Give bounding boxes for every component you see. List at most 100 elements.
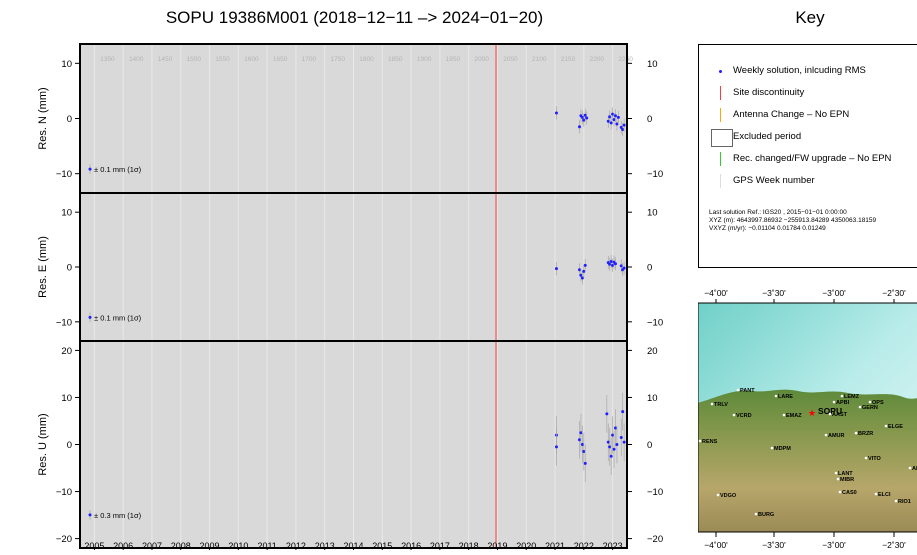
weekly-solution-point [608, 445, 612, 449]
weekly-solution-point [615, 122, 619, 126]
y-tick-label-right: 20 [647, 346, 658, 357]
panel-0: 1350 1400 1450 1500 1550 1600 1650 1700 1750 1800… [37, 43, 663, 194]
weekly-solution-point [606, 119, 610, 123]
y-tick-label-right: 10 [647, 393, 658, 404]
x-tick-label: 2017 [430, 541, 450, 550]
weekly-solution-point [605, 412, 609, 416]
x-tick-label: 2008 [171, 541, 191, 550]
x-tick-label: 2015 [372, 541, 392, 550]
weekly-solution-point [608, 115, 612, 119]
y-tick-label-right: 0 [647, 114, 652, 125]
x-tick-label: 2007 [142, 541, 162, 550]
x-tick-label: 2016 [401, 541, 421, 550]
station-label: OPS [872, 400, 884, 406]
weekly-solution-point [579, 273, 583, 277]
gps-week-label: 1500 [187, 56, 202, 63]
x-tick-label: 2010 [228, 541, 248, 550]
station-marker [908, 466, 912, 470]
weekly-solution-point [579, 431, 583, 435]
map-lon-label-bottom: −3˚00' [822, 540, 846, 550]
station-marker [868, 400, 872, 404]
x-tick-label: 2011 [257, 541, 276, 550]
gps-week-label: 1900 [417, 56, 432, 63]
weekly-solution-point [580, 115, 584, 119]
station-marker [836, 477, 840, 481]
map-svg: −4˚00' −3˚30' −3˚00' −2˚30' PANT LARE LEMZAPB… [697, 288, 917, 550]
station-marker [716, 493, 720, 497]
gps-week-label: 1750 [330, 56, 345, 63]
solution-info-line: XYZ (m): 4643997.86932 −255913.84289 435… [709, 217, 877, 224]
gps-week-label: 1950 [446, 56, 461, 63]
station-marker [894, 499, 898, 503]
station-marker [838, 490, 842, 494]
station-label: TRLV [714, 402, 728, 408]
station-marker [736, 388, 740, 392]
key-label: Rec. changed/FW upgrade – No EPN [733, 153, 892, 164]
y-tick-label-right: −10 [647, 487, 663, 498]
key-symbol-vertical-line [720, 86, 721, 100]
map-lon-label-top: −3˚30' [762, 288, 786, 298]
weekly-solution-point [621, 128, 625, 132]
station-marker [832, 400, 836, 404]
y-axis-label: Res. E (mm) [37, 236, 49, 298]
weekly-solution-point [582, 269, 586, 273]
y-tick-label-left: 10 [61, 208, 72, 219]
y-tick-label-right: 0 [647, 440, 652, 451]
weekly-solution-point [580, 276, 584, 280]
key-symbol-vertical-line [720, 108, 721, 122]
key-label: Weekly solution, inlcuding RMS [733, 65, 866, 76]
solution-info-line: VXYZ (m/yr): −0.01104 0.01784 0.01249 [709, 225, 826, 232]
x-tick-label: 2018 [459, 541, 479, 550]
weekly-solution-point [554, 111, 558, 115]
y-tick-label-left: −20 [56, 534, 72, 545]
station-marker [884, 424, 888, 428]
station-label: LARE [778, 394, 793, 400]
station-marker [732, 413, 736, 417]
weekly-solution-point [609, 260, 613, 264]
y-tick-label-left: 0 [67, 263, 72, 274]
weekly-solution-point [577, 268, 581, 272]
weekly-solution-point [612, 118, 616, 122]
station-marker [874, 492, 878, 496]
x-tick-label: 2022 [574, 541, 594, 550]
y-tick-label-left: −10 [56, 317, 72, 328]
station-label: GERN [862, 405, 878, 411]
gps-week-label: 2100 [532, 56, 547, 63]
y-tick-label-right: −10 [647, 317, 663, 328]
y-tick-label-left: 10 [61, 393, 72, 404]
station-label: ELGE [888, 424, 903, 430]
y-tick-label-right: 0 [647, 263, 652, 274]
station-label: AMUR [828, 433, 845, 439]
weekly-solution-point [585, 116, 589, 120]
chart-title: SOPU 19386M001 (2018−12−11 –> 2024−01−20… [165, 8, 544, 27]
weekly-solution-point [583, 113, 587, 117]
station-label: VITO [868, 456, 881, 462]
station-label: AAST [832, 412, 848, 418]
rms-label: ± 0.1 mm (1σ) [94, 313, 142, 322]
gps-week-label: 1550 [215, 56, 230, 63]
y-tick-label-left: 0 [67, 440, 72, 451]
station-label: CAS0 [842, 490, 857, 496]
key-symbol-vertical-line [720, 152, 721, 166]
station-marker [710, 402, 714, 406]
weekly-solution-point [613, 262, 617, 266]
station-label: ELCI [878, 492, 891, 498]
station-label: MDPM [774, 446, 791, 452]
station-label: BURG [758, 512, 774, 518]
gps-week-label: 1400 [129, 56, 144, 63]
x-tick-label: 2020 [516, 541, 536, 550]
gps-week-label: 1600 [244, 56, 259, 63]
weekly-solution-point [577, 438, 581, 442]
x-tick-label: 2009 [200, 541, 220, 550]
panel-1: ± 0.1 mm (1σ) −10 −10 0 0 10 10 Res. E (mm) [37, 192, 663, 342]
weekly-solution-point [611, 263, 615, 267]
key-label: Excluded period [733, 131, 802, 142]
gps-week-label: 1350 [100, 56, 115, 63]
weekly-solution-point [583, 263, 587, 267]
gps-week-label: 1650 [273, 56, 288, 63]
key-symbol-box [711, 129, 733, 147]
station-label: BRZR [858, 431, 873, 437]
x-tick-label: 2006 [113, 541, 133, 550]
rms-sample-point [88, 513, 92, 517]
station-label: LEMZ [844, 394, 860, 400]
